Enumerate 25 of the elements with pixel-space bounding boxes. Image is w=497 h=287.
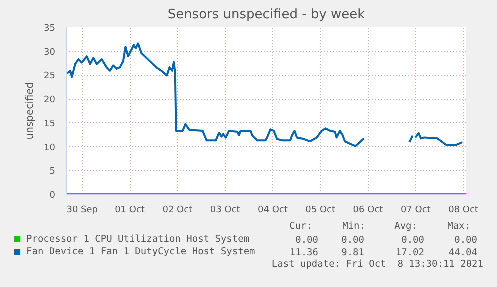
- text: 11.36 9.81 17.02 44.04: [290, 248, 478, 258]
- legend-label: Fan Device 1 Fan 1 DutyCycle Host System: [26, 246, 256, 258]
- y-tick-label: 30: [44, 48, 56, 58]
- y-tick-label: 10: [44, 143, 56, 154]
- x-tick-label: 03 Oct: [210, 206, 241, 216]
- x-tick-label: 04 Oct: [258, 206, 288, 216]
- y-tick-label: 35: [44, 24, 56, 34]
- y-tick-label: 15: [44, 119, 56, 130]
- y-tick-label: 20: [44, 96, 56, 106]
- y-tick-label: 25: [44, 72, 56, 82]
- x-tick-label: 08 Oct: [448, 206, 479, 216]
- x-tick-label: 06 Oct: [353, 206, 384, 216]
- x-tick-label: 30 Sep: [66, 206, 98, 216]
- y-axis-title: unspecified: [25, 82, 36, 140]
- text: Cur: Min: Avg: Max:: [290, 221, 471, 232]
- chart-title: Sensors unspecified - by week: [168, 8, 366, 22]
- text: 0.00 0.00 0.00 0.00: [296, 235, 478, 246]
- x-tick-label: 07 Oct: [400, 206, 432, 216]
- y-tick-label: 5: [50, 167, 56, 178]
- y-tick-label: 0: [50, 191, 56, 201]
- x-tick-label: 02 Oct: [162, 206, 194, 216]
- x-tick-label: 05 Oct: [306, 206, 336, 216]
- text: Last update: Fri Oct 8 13:30:11 2021: [272, 259, 484, 270]
- x-tick-label: 01 Oct: [115, 206, 146, 216]
- legend-label: Processor 1 CPU Utilization Host System: [26, 234, 250, 245]
